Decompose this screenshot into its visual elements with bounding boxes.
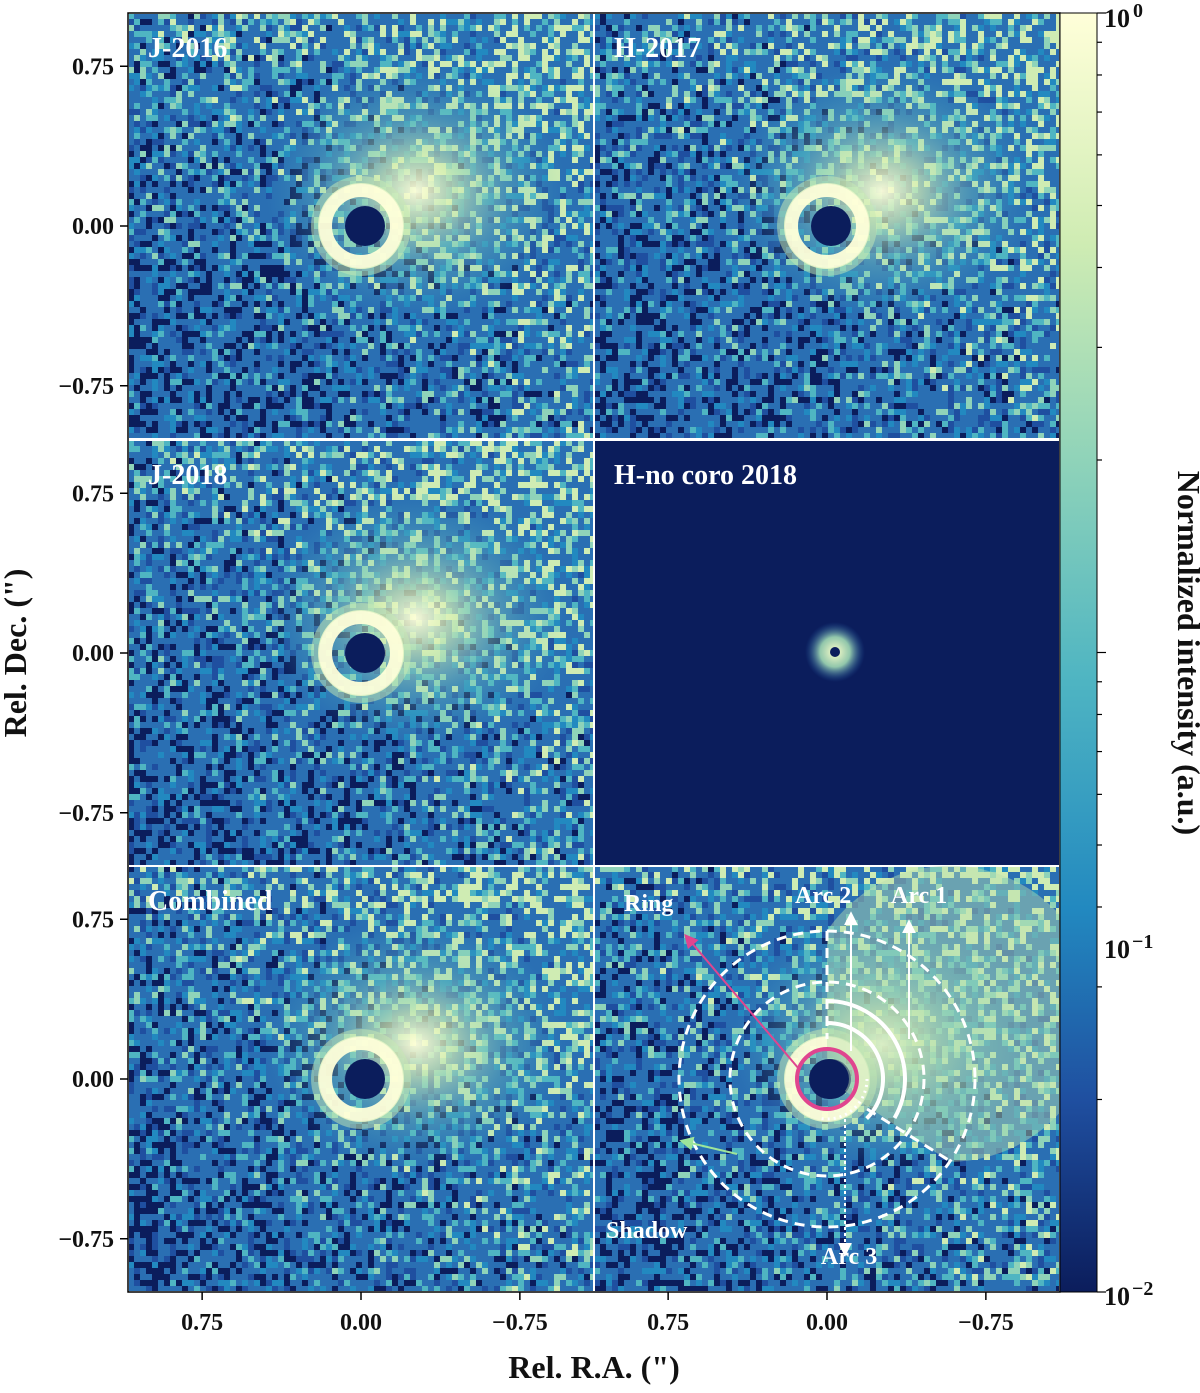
panel-2: H-2017 <box>593 12 1061 440</box>
y-tick-label: 0.00 <box>72 641 114 667</box>
disk-glow <box>732 66 1032 316</box>
bright-ring <box>784 1036 870 1122</box>
panel-3: J-2018 <box>127 439 595 867</box>
panel-label-1: J-2016 <box>148 33 227 64</box>
ring-arrow <box>684 933 800 1070</box>
arc-1-curve <box>826 999 907 1119</box>
y-axis-title: Rel. Dec. (") <box>0 569 33 738</box>
ring-label: Ring <box>624 891 673 917</box>
source-core <box>830 647 840 657</box>
colorbar-top-label: 10 0 <box>1104 0 1143 33</box>
inner-dashed-circle <box>728 980 926 1178</box>
panel-label-3: J-2018 <box>148 460 227 491</box>
colorbar-bottom-base: 10 <box>1104 1282 1130 1311</box>
colorbar-bottom-exp: −2 <box>1132 1278 1153 1300</box>
shadow-arrow <box>679 1136 738 1155</box>
ring-marker <box>795 1047 859 1111</box>
colorbar-top-exp: 0 <box>1133 0 1143 22</box>
x-tick-label: 0.75 <box>647 1310 689 1336</box>
x-tick-label: 0.00 <box>806 1310 848 1336</box>
colorbar-ticks <box>1097 12 1106 1293</box>
colorbar-bar <box>1059 12 1098 1293</box>
panel-4: H-no coro 2018 <box>593 439 1061 867</box>
y-tick-label: 0.75 <box>72 54 114 80</box>
y-tick-label: 0.75 <box>72 481 114 507</box>
colorbar-mid-exp: −1 <box>1132 931 1153 953</box>
shadow-label: Shadow <box>606 1218 688 1244</box>
bright-ring <box>784 183 870 269</box>
x-tick-label: 0.00 <box>340 1310 382 1336</box>
colorbar-mid-base: 10 <box>1104 935 1130 964</box>
y-tick-label: −0.75 <box>58 801 114 827</box>
y-tick-label: −0.75 <box>58 374 114 400</box>
coronagraph-mask <box>345 206 385 246</box>
y-tick-label: 0.00 <box>72 1067 114 1093</box>
panel-label-2: H-2017 <box>614 33 701 64</box>
arc-2-label: Arc 2 <box>795 883 851 909</box>
panel-5: Combined <box>127 865 595 1293</box>
disk-glow <box>266 919 566 1169</box>
arc-3-label: Arc 3 <box>821 1244 877 1270</box>
panel-label-5: Combined <box>148 886 273 917</box>
colorbar-top-base: 10 <box>1104 4 1130 33</box>
bright-ring <box>318 610 404 696</box>
panel-image-3 <box>128 440 594 866</box>
coronagraph-mask <box>811 206 851 246</box>
panel-1: J-2016 <box>127 12 595 440</box>
disk-glow <box>266 493 566 743</box>
colorbar-bottom-label: 10 −2 <box>1104 1278 1153 1311</box>
panel-grid: J-2016 H-2017 J-2018 H-no coro 2018 Combined <box>127 12 1061 1293</box>
annotation-layer: Ring Arc 2 Arc 1 Arc 3 Shadow <box>606 865 1098 1270</box>
panel-image-2 <box>594 13 1060 439</box>
arc-1-label: Arc 1 <box>891 883 947 909</box>
shadow-region <box>827 865 1098 1162</box>
y-tick-label: −0.75 <box>58 1227 114 1253</box>
x-tick-label: −0.75 <box>492 1310 548 1336</box>
bright-ring <box>318 1036 404 1122</box>
x-axis-title: Rel. R.A. (") <box>508 1349 680 1385</box>
colorbar: 10 0 10 −1 10 −2 Normalized intensity (a.u.… <box>1059 0 1200 1311</box>
panel-image-1 <box>128 13 594 439</box>
x-tick-label: −0.75 <box>958 1310 1014 1336</box>
bright-ring <box>318 183 404 269</box>
disk-glow <box>266 66 566 316</box>
coronagraph-mask <box>345 633 385 673</box>
arc-2-curve <box>826 1021 885 1121</box>
coronagraph-mask <box>345 1059 385 1099</box>
colorbar-mid-label: 10 −1 <box>1104 931 1153 964</box>
y-tick-label: 0.00 <box>72 214 114 240</box>
y-tick-label: 0.75 <box>72 907 114 933</box>
mask-center <box>809 1059 849 1099</box>
arc-3-curve <box>819 1078 869 1121</box>
panel-label-4: H-no coro 2018 <box>614 460 797 491</box>
panel-image-5 <box>128 866 594 1292</box>
x-tick-label: 0.75 <box>181 1310 223 1336</box>
colorbar-title: Normalized intensity (a.u.) <box>1171 471 1200 835</box>
panel-image-4 <box>594 440 1060 866</box>
